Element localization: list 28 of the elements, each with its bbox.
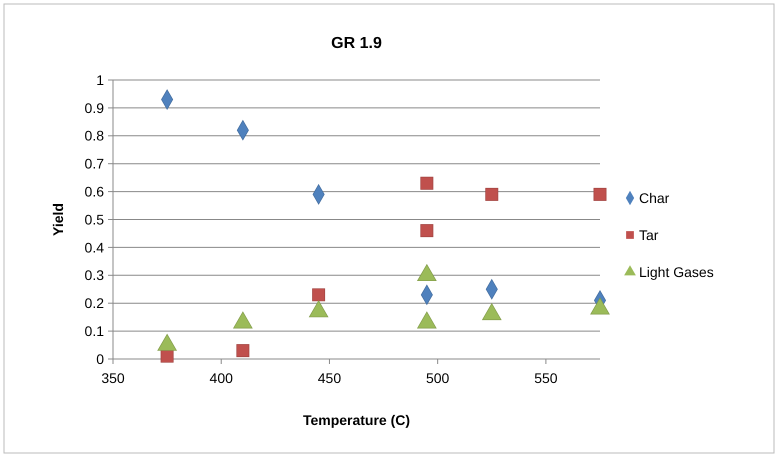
- y-tick-label: 0.9: [84, 100, 104, 116]
- x-tick-label: 350: [101, 370, 125, 386]
- point: [420, 176, 434, 190]
- point: [420, 224, 434, 238]
- point: [594, 188, 606, 201]
- y-tick-label: 1: [96, 72, 104, 88]
- y-tick-label: 0: [96, 350, 104, 367]
- x-axis-title: Temperature (C): [302, 412, 410, 428]
- point: [485, 188, 498, 201]
- legend-label: Char: [639, 190, 670, 206]
- point: [236, 344, 250, 358]
- y-tick-label: 0.2: [84, 295, 104, 312]
- x-tick-label: 550: [534, 370, 558, 386]
- y-axis-title: Yield: [50, 203, 66, 236]
- x-tick-label: 500: [426, 370, 450, 386]
- chart-title: GR 1.9: [331, 35, 382, 52]
- point: [312, 288, 326, 302]
- x-tick-label: 400: [210, 370, 234, 386]
- legend-label: Tar: [639, 226, 659, 243]
- y-tick-label: 0.1: [84, 323, 104, 339]
- x-tick-label: 450: [318, 370, 342, 386]
- legend-label: Light Gases: [639, 264, 714, 280]
- y-tick-label: 0.5: [84, 211, 104, 228]
- y-tick-label: 0.8: [84, 128, 104, 144]
- y-tick-label: 0.4: [84, 239, 104, 256]
- y-tick-label: 0.3: [84, 267, 104, 284]
- y-tick-label: 0.7: [84, 156, 104, 172]
- y-tick-label: 0.6: [84, 184, 104, 200]
